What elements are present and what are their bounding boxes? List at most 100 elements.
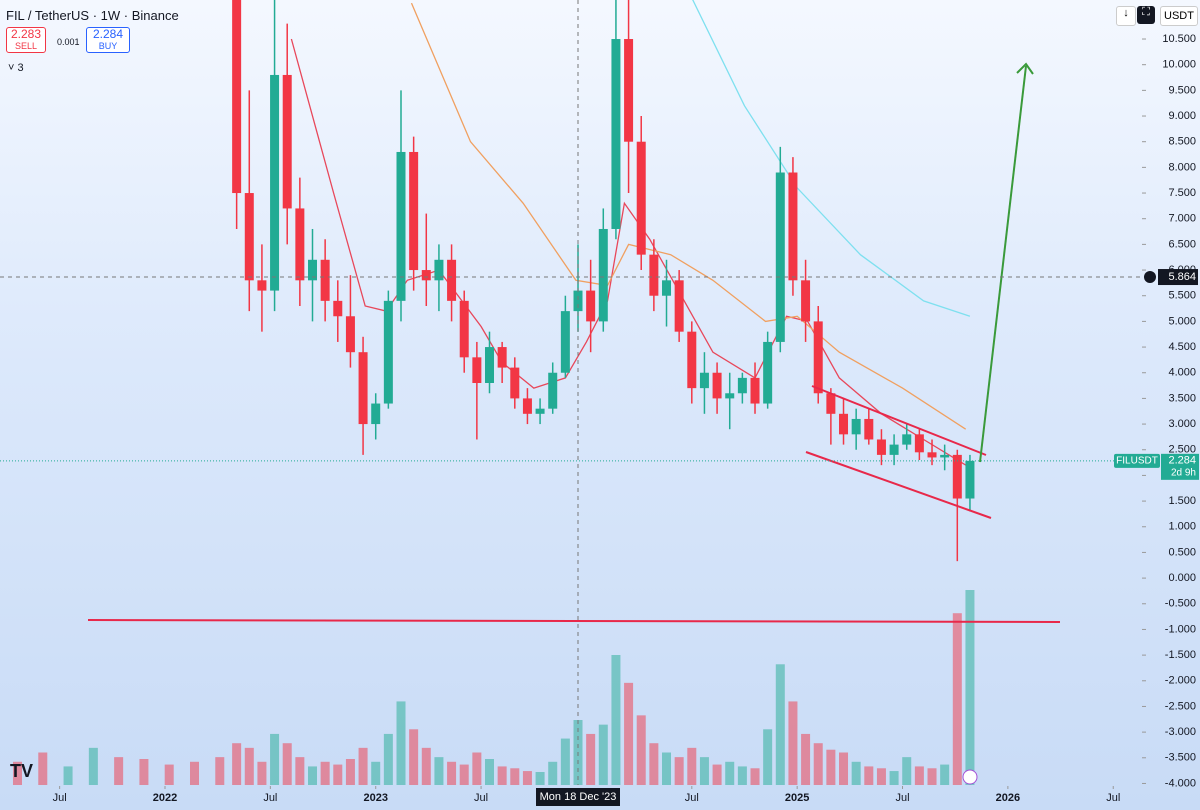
volume-bar	[396, 701, 406, 785]
crosshair-date-box	[536, 788, 620, 806]
volume-bar	[522, 771, 532, 785]
x-tick-label: Jul	[1106, 792, 1120, 804]
horizontal-drawing	[87, 619, 1061, 623]
y-tick-label: 10.500	[1162, 33, 1196, 45]
candle-body	[548, 372, 558, 409]
volume-bar	[63, 766, 73, 785]
volume-bar	[244, 747, 254, 785]
candle-body	[485, 347, 495, 384]
volume-bar	[270, 733, 280, 785]
event-icon[interactable]	[962, 769, 978, 785]
target-arrow	[979, 65, 1027, 463]
volume-bar	[421, 747, 431, 785]
buy-button[interactable]: 2.284 BUY	[86, 27, 130, 53]
volume-bar	[510, 768, 520, 785]
volume-bar	[801, 733, 811, 785]
candle-body	[383, 300, 393, 404]
volume-bar	[763, 729, 773, 785]
countdown: 2d 9h	[1171, 467, 1196, 478]
volume-bar	[282, 743, 292, 785]
candle-body	[813, 321, 823, 394]
volume-bar	[636, 715, 646, 785]
volume-bar	[307, 766, 317, 785]
channel-lower	[805, 451, 992, 519]
candle-body	[826, 393, 836, 414]
spread: 0.001	[57, 37, 80, 47]
volume-bar	[257, 761, 267, 785]
candle-body	[320, 259, 330, 301]
volume-bar	[88, 747, 98, 785]
tv-logo: TV	[10, 761, 33, 781]
candle-body	[333, 300, 343, 317]
volume-bar	[560, 738, 570, 785]
y-tick-label: 2.500	[1168, 444, 1196, 456]
volume-bar	[189, 761, 199, 785]
candle-body	[510, 367, 520, 399]
candle-body	[725, 393, 735, 399]
candle-body	[497, 347, 507, 368]
y-tick-label: 8.500	[1168, 136, 1196, 148]
volume-bar	[38, 752, 48, 785]
candle-body	[952, 454, 962, 499]
x-tick-label: Jul	[53, 792, 67, 804]
crosshair-price: 5.864	[1168, 271, 1196, 283]
volume-bar	[889, 771, 899, 785]
candle-body	[434, 259, 444, 281]
volume-bar	[813, 743, 823, 785]
volume-bar	[472, 752, 482, 785]
download-button[interactable]: ↓	[1116, 6, 1136, 26]
sell-label: SELL	[14, 41, 38, 51]
indicators-count: 3	[17, 62, 24, 74]
crosshair-price-box	[1158, 269, 1198, 286]
volume-bar	[940, 764, 950, 785]
x-tick-label: 2025	[785, 792, 809, 804]
volume-bar	[826, 749, 836, 785]
volume-bar	[586, 733, 596, 785]
volume-bar	[712, 764, 722, 785]
moving-average	[692, 0, 971, 317]
y-tick-label: 4.500	[1168, 341, 1196, 353]
fullscreen-button[interactable]: ⛶	[1137, 6, 1155, 24]
volume-bar	[371, 761, 381, 785]
candle-body	[889, 444, 899, 455]
y-tick-label: 7.000	[1168, 213, 1196, 225]
sell-button[interactable]: 2.283 SELL	[6, 27, 46, 53]
volume-bar	[598, 724, 608, 785]
buy-price: 2.284	[92, 27, 124, 41]
candle-body	[662, 280, 672, 296]
candle-body	[687, 331, 697, 389]
volume-bar	[345, 759, 355, 785]
last-price: 2.284	[1168, 455, 1196, 467]
x-tick-label: 2026	[996, 792, 1020, 804]
candle-body	[282, 74, 292, 209]
currency-select[interactable]: USDT	[1160, 6, 1198, 26]
volume-bar	[295, 757, 305, 785]
indicators-toggle[interactable]: ˅ 3	[8, 62, 24, 74]
volume-bar	[914, 766, 924, 785]
arrow-head	[1016, 62, 1034, 75]
volume-bar	[851, 761, 861, 785]
x-tick-label: 2023	[363, 792, 387, 804]
volume-bar	[548, 761, 558, 785]
volume-bar	[409, 729, 419, 785]
moving-average	[410, 2, 967, 430]
candle-body	[649, 254, 659, 296]
candle-body	[674, 280, 684, 332]
y-tick-label: 4.000	[1168, 367, 1196, 379]
x-tick-label: Jul	[685, 792, 699, 804]
candle-body	[459, 300, 469, 358]
volume-bar	[611, 655, 621, 785]
candle-body	[421, 270, 431, 281]
candle-body	[598, 228, 608, 322]
volume-bar	[535, 772, 545, 785]
candle-body	[270, 74, 280, 291]
volume-bar	[674, 757, 684, 785]
candle-body	[712, 372, 722, 399]
candle-body	[371, 403, 381, 425]
y-tick-label: -2.000	[1165, 675, 1196, 687]
last-price-box	[1161, 453, 1199, 480]
sell-price: 2.283	[10, 27, 42, 41]
volume-bar	[788, 701, 798, 785]
symbol-title[interactable]: FIL / TetherUS · 1W · Binance	[6, 8, 179, 23]
